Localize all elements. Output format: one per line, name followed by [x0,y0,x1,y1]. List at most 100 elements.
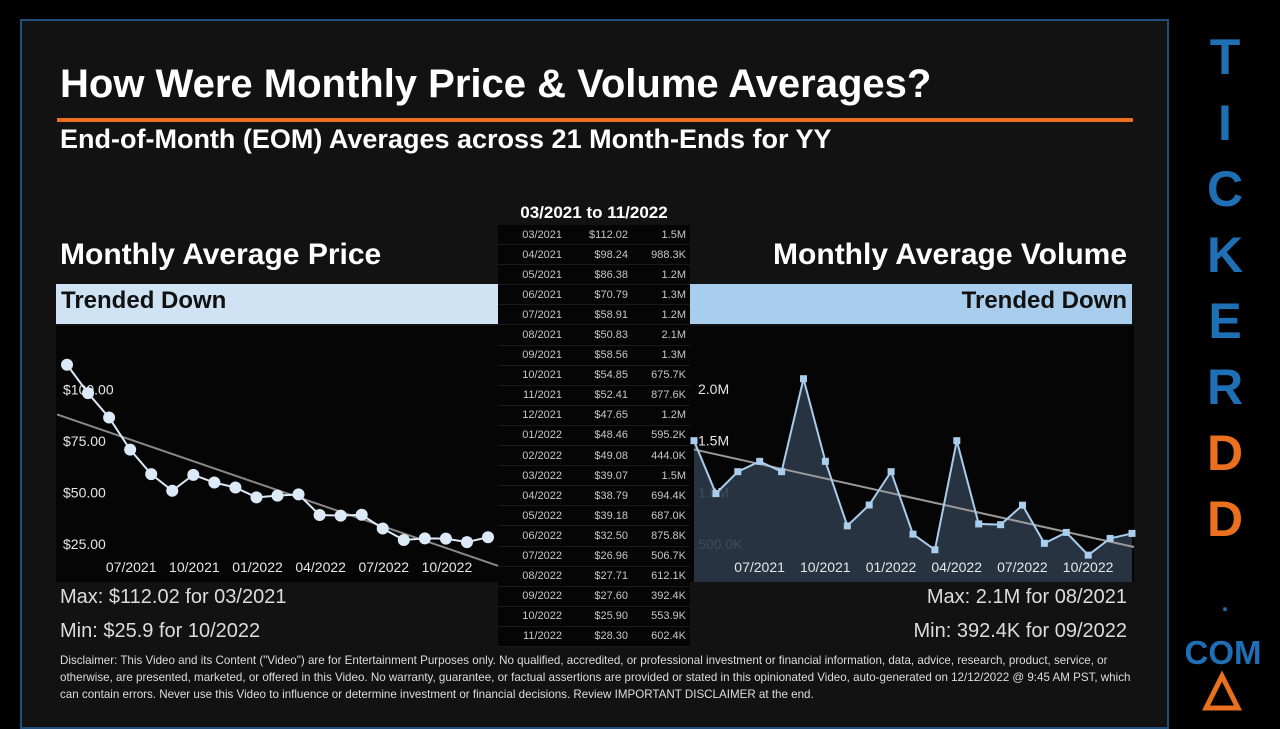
brand-letter: D [1206,425,1244,481]
volume-point [800,375,807,383]
volume-point [821,457,829,465]
price-point [82,387,95,400]
volume-point [690,437,698,445]
row-price: $32.50 [594,529,628,542]
row-price: $49.08 [594,449,628,462]
row-price: $47.65 [594,409,628,422]
table-row: 09/2022 $27.60 392.4K [498,587,690,607]
price-point [460,536,473,549]
row-price: $58.91 [594,308,628,321]
table-row: 02/2022 $49.08 444.0K [498,446,690,467]
title-divider [57,118,1133,122]
price-x-tick: 04/2022 [295,559,346,575]
volume-trend-band: Trended Down [690,284,1132,324]
price-point [271,489,284,502]
brand-letter: R [1206,359,1244,415]
row-month: 11/2022 [523,630,562,643]
table-row: 08/2022 $27.71 612.1K [498,567,690,587]
table-row: 01/2022 $48.46 595.2K [498,426,690,447]
volume-point [1084,551,1092,559]
row-volume: 595.2K [651,429,686,442]
table-row: 07/2021 $58.91 1.2M [498,305,690,326]
price-point [124,443,137,456]
brand-dot: . [1221,590,1229,617]
table-row: 10/2022 $25.90 553.9K [498,607,690,627]
row-price: $26.96 [594,550,628,563]
row-volume: 1.3M [661,288,686,301]
row-month: 04/2021 [522,248,562,261]
price-point [397,533,410,546]
row-volume: 1.3M [661,349,686,362]
brand-letter: K [1206,227,1244,283]
row-price: $58.56 [594,349,628,362]
row-month: 11/2021 [523,389,562,402]
price-x-tick: 07/2022 [358,559,409,575]
row-volume: 1.5M [661,469,686,482]
price-y-tick: $50.00 [63,485,106,501]
row-price: $25.90 [594,610,628,623]
row-volume: 602.4K [651,630,686,643]
price-trend-band: Trended Down [56,284,498,324]
brand-letter: D [1206,491,1244,547]
volume-point [843,522,851,530]
table-row: 05/2022 $39.18 687.0K [498,506,690,527]
volume-x-tick: 10/2022 [1063,559,1114,575]
volume-point [1019,501,1026,509]
row-month: 06/2022 [522,529,562,542]
price-point [334,509,347,522]
row-price: $52.41 [594,389,628,402]
price-point [61,358,73,371]
row-volume: 1.5M [661,228,686,241]
volume-point [953,437,961,445]
volume-y-tick: 1.5M [698,433,729,449]
price-point [482,531,494,544]
volume-point [1128,529,1136,537]
brand-letter: E [1208,293,1242,349]
volume-point [865,501,873,509]
volume-area [694,378,1132,582]
volume-x-tick: 01/2022 [866,559,917,575]
price-point [292,488,305,501]
volume-point [756,457,764,465]
row-volume: 1.2M [661,409,686,422]
table-row: 03/2022 $39.07 1.5M [498,466,690,487]
slide-subtitle: End-of-Month (EOM) Averages across 21 Mo… [60,124,832,154]
row-volume: 612.1K [651,570,686,583]
row-price: $27.60 [594,590,628,603]
row-month: 05/2021 [522,268,562,281]
table-row: 05/2021 $86.38 1.2M [498,265,690,286]
table-row: 08/2021 $50.83 2.1M [498,325,690,346]
price-point [145,468,158,481]
row-month: 12/2021 [522,409,562,422]
brand-letter: C [1206,161,1244,217]
row-price: $39.18 [594,509,628,522]
row-month: 10/2022 [522,610,562,623]
table-row: 09/2021 $58.56 1.3M [498,346,690,366]
price-point [166,484,179,497]
price-point [439,532,452,545]
row-price: $50.83 [594,329,628,342]
volume-point [1106,534,1114,542]
price-point [418,532,431,545]
row-month: 03/2021 [522,228,562,241]
table-row: 10/2021 $54.85 675.7K [498,366,690,386]
volume-point [997,521,1005,529]
price-x-tick: 07/2021 [106,559,157,575]
monthly-table: 03/2021 $112.02 1.5M 04/2021 $98.24 988.3K 05/… [498,225,690,647]
volume-point [712,490,720,498]
price-y-tick: $75.00 [63,433,106,449]
volume-point [1040,539,1048,547]
price-point [229,481,242,494]
warning-triangle-icon [1201,670,1243,711]
price-point [376,522,389,535]
row-month: 08/2022 [522,570,562,583]
row-price: $38.79 [594,489,628,502]
price-point [313,509,326,522]
price-point [187,468,200,481]
row-month: 09/2021 [522,349,562,362]
price-x-tick: 10/2021 [169,559,220,575]
row-month: 06/2021 [522,288,562,301]
volume-x-tick: 07/2022 [997,559,1048,575]
price-point [250,491,263,504]
volume-x-tick: 10/2021 [800,559,851,575]
